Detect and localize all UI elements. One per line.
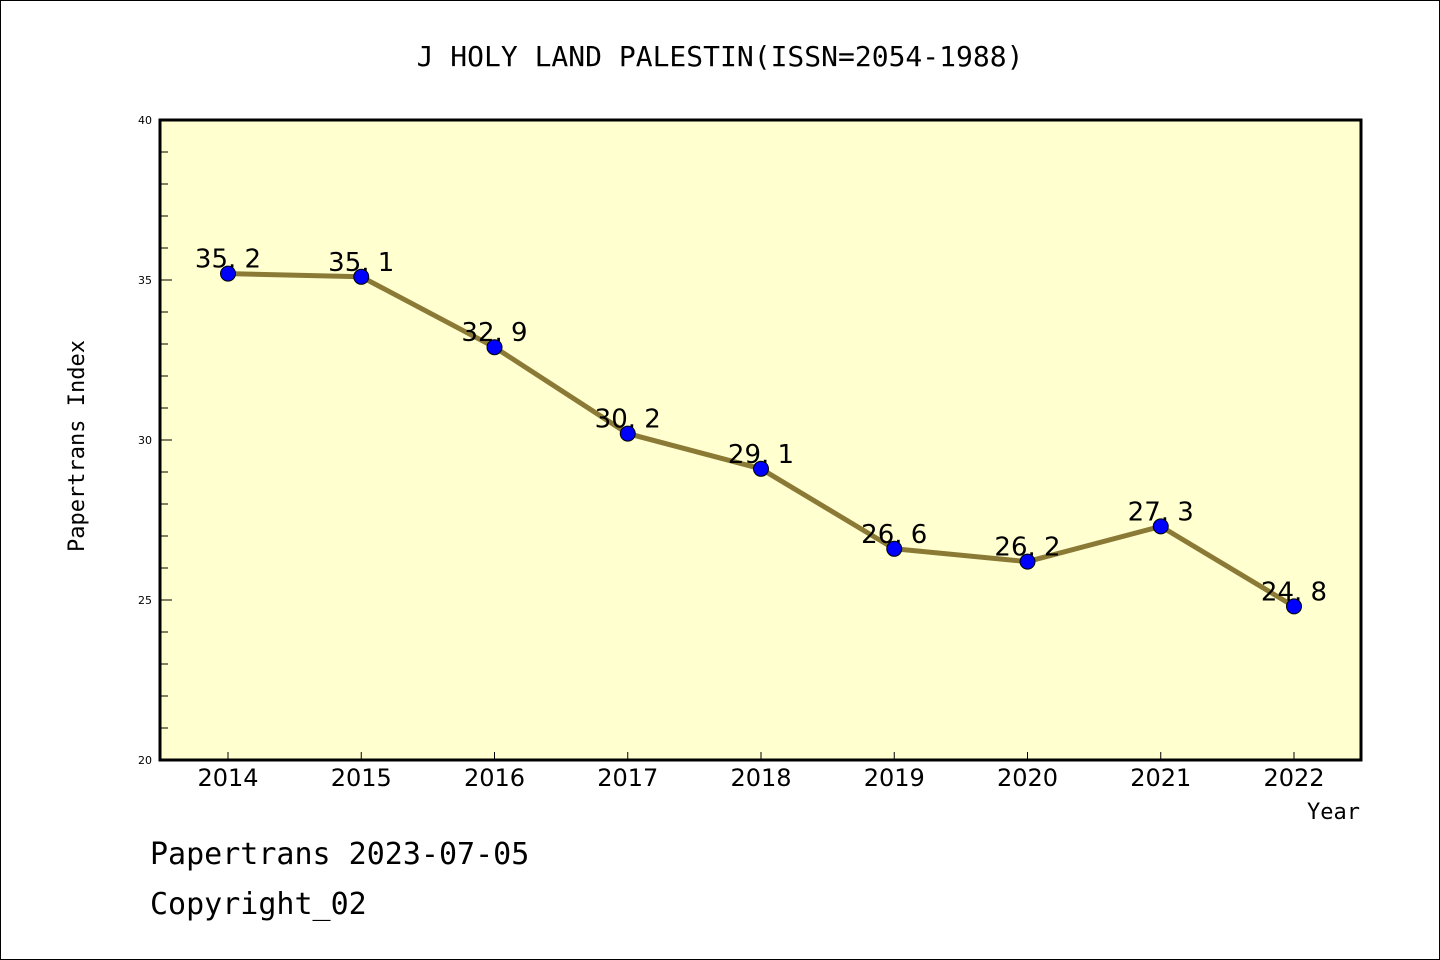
y-tick-label: 25 <box>138 594 152 607</box>
y-tick-label: 35 <box>138 274 152 287</box>
data-point <box>220 265 236 282</box>
data-label: 35. 1 <box>328 248 394 278</box>
x-axis-label: Year <box>1307 800 1360 825</box>
x-tick-label: 2017 <box>597 764 658 792</box>
data-label: 26. 6 <box>861 520 927 550</box>
data-point <box>1019 553 1036 570</box>
data-point <box>886 540 903 557</box>
footer-source: Papertrans 2023-07-05 <box>150 837 529 872</box>
plot-area <box>160 120 1361 760</box>
x-tick-label: 2020 <box>997 764 1058 792</box>
chart-title: J HOLY LAND PALESTIN(ISSN=2054-1988) <box>417 40 1024 73</box>
data-label: 27. 3 <box>1128 497 1194 527</box>
data-markers <box>220 265 1302 615</box>
footer-copyright: Copyright_02 <box>150 887 367 922</box>
data-point <box>486 339 503 356</box>
data-label: 32. 9 <box>461 318 527 348</box>
plot-border <box>158 118 1363 762</box>
data-point <box>1152 518 1169 535</box>
y-tick-label: 40 <box>138 114 152 127</box>
x-tick-label: 2014 <box>197 764 258 792</box>
x-tick-label: 2022 <box>1263 764 1324 792</box>
x-tick-label: 2018 <box>730 764 791 792</box>
data-labels: 35. 2 35. 1 32. 9 30. 2 29. 1 26. 6 26. 2 27. 3… <box>195 245 1327 608</box>
data-point <box>1286 598 1302 615</box>
x-tick-label: 2015 <box>331 764 392 792</box>
data-point <box>619 425 636 442</box>
y-axis-label: Papertrans Index <box>65 340 90 552</box>
data-label: 24. 8 <box>1261 577 1327 607</box>
data-label: 35. 2 <box>195 245 261 275</box>
x-axis-ticks: 2014 2015 2016 2017 2018 2019 2020 2021 2022 <box>197 752 1325 792</box>
x-tick-label: 2016 <box>464 764 525 792</box>
x-tick-label: 2021 <box>1130 764 1191 792</box>
data-label: 30. 2 <box>595 405 661 435</box>
data-point <box>753 460 769 477</box>
x-tick-label: 2019 <box>864 764 925 792</box>
y-tick-label: 30 <box>138 434 152 447</box>
data-point <box>353 268 370 285</box>
data-label: 26. 2 <box>994 533 1060 563</box>
data-label: 29. 1 <box>728 440 794 470</box>
y-tick-label: 20 <box>138 754 152 767</box>
